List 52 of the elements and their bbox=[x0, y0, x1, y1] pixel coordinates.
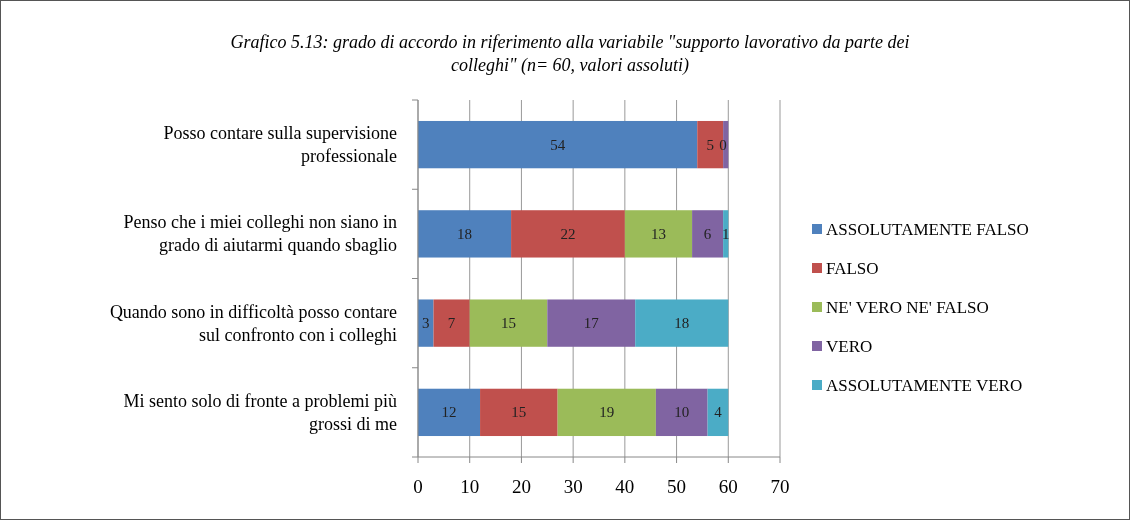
x-tick-label: 70 bbox=[770, 476, 790, 497]
data-label: 6 bbox=[703, 225, 712, 242]
data-label: 18 bbox=[674, 315, 690, 332]
data-label: 15 bbox=[511, 404, 527, 421]
bar bbox=[418, 299, 434, 347]
bar bbox=[547, 299, 636, 347]
data-label: 10 bbox=[674, 404, 690, 421]
data-label: 18 bbox=[457, 225, 473, 242]
x-tick-label: 50 bbox=[667, 476, 687, 497]
bar bbox=[418, 210, 512, 258]
data-label: 17 bbox=[583, 315, 600, 332]
data-label: 19 bbox=[599, 404, 615, 421]
x-tick-label: 30 bbox=[563, 476, 583, 497]
data-label: 54 bbox=[550, 136, 566, 153]
bar bbox=[655, 388, 708, 437]
bar bbox=[707, 388, 729, 437]
data-label: 13 bbox=[650, 225, 666, 242]
y-tick-label: Quando sono in difficoltà posso contare sul confronto con i colleghi bbox=[109, 301, 397, 345]
bar bbox=[418, 388, 481, 437]
x-tick-label: 0 bbox=[413, 476, 423, 497]
bar bbox=[480, 388, 558, 437]
y-tick-label: Posso contare sulla supervisione professionale bbox=[163, 123, 398, 167]
chart-title: Grafico 5.13: grado di accordo in riferimento alla variabile "supporto lavorativo da parte dei colleghi" (n= 60, valori assoluti) bbox=[230, 32, 910, 76]
data-label: 12 bbox=[441, 404, 457, 421]
bar bbox=[418, 120, 698, 169]
legend-label: VERO bbox=[826, 337, 873, 356]
data-label: 22 bbox=[560, 225, 576, 242]
data-label: 5 bbox=[706, 136, 714, 153]
bar bbox=[635, 299, 729, 347]
x-tick-label: 40 bbox=[615, 476, 635, 497]
y-tick-label: Mi sento solo di fronte a problemi più grossi di me bbox=[123, 390, 398, 434]
legend-label: NE' VERO NE' FALSO bbox=[826, 298, 989, 317]
data-label: 3 bbox=[422, 315, 430, 332]
bar bbox=[469, 299, 548, 347]
x-tick-label: 10 bbox=[460, 476, 480, 497]
bar bbox=[692, 210, 724, 258]
data-label: 7 bbox=[447, 315, 456, 332]
y-tick-label: Penso che i miei colleghi non siano in grado di aiutarmi quando sbaglio bbox=[123, 212, 397, 256]
legend-label: FALSO bbox=[826, 259, 879, 278]
legend-label: ASSOLUTAMENTE VERO bbox=[826, 376, 1023, 395]
bar bbox=[557, 388, 656, 437]
data-label: 1 bbox=[721, 225, 730, 242]
x-tick-label: 60 bbox=[718, 476, 738, 497]
bar bbox=[697, 120, 724, 169]
data-label: 4 bbox=[714, 404, 723, 421]
legend-label: ASSOLUTAMENTE FALSO bbox=[826, 220, 1029, 239]
data-label: 15 bbox=[501, 315, 516, 332]
bar bbox=[433, 299, 470, 347]
x-tick-label: 20 bbox=[511, 476, 531, 497]
bar bbox=[511, 210, 625, 258]
bar bbox=[624, 210, 693, 258]
data-label: 0 bbox=[719, 136, 727, 153]
